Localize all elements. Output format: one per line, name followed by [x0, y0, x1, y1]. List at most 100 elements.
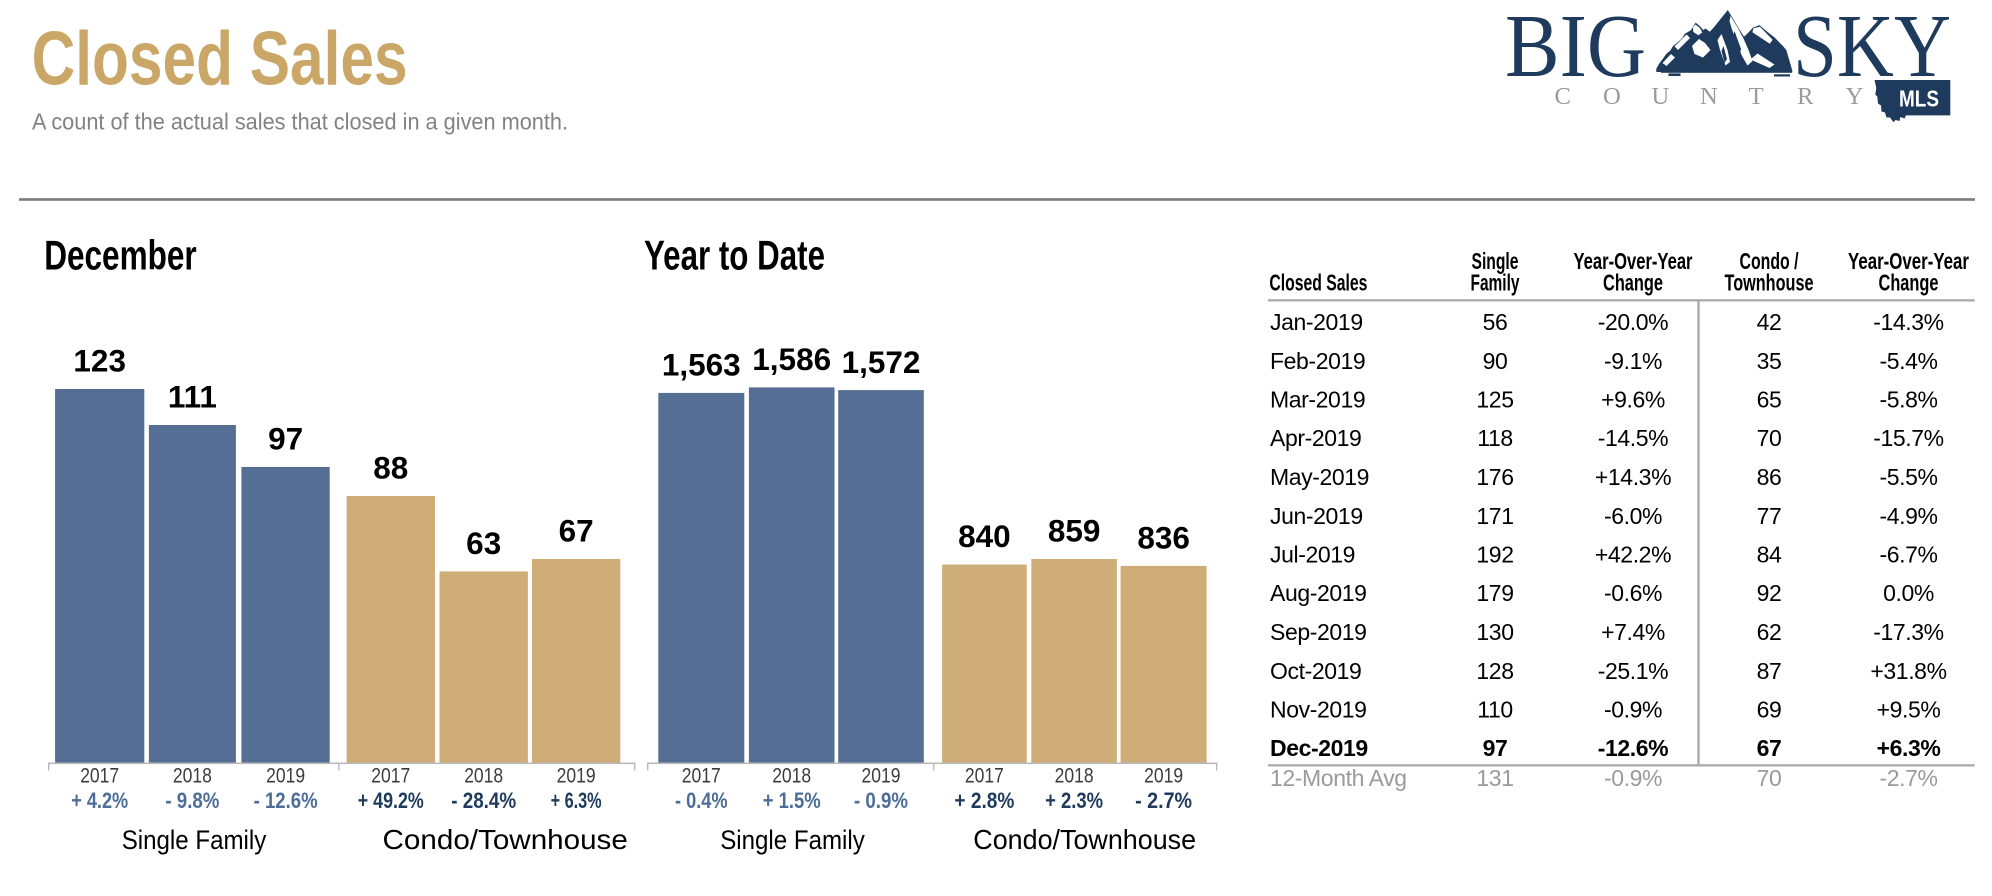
svg-text:+ 6.3%: + 6.3% [551, 788, 602, 813]
svg-text:110: 110 [1477, 697, 1512, 723]
svg-text:128: 128 [1476, 658, 1513, 684]
svg-text:Year to Date: Year to Date [644, 232, 825, 279]
svg-text:+7.4%: +7.4% [1601, 619, 1665, 645]
svg-text:- 2.7%: - 2.7% [1135, 788, 1192, 813]
svg-text:Oct-2019: Oct-2019 [1270, 658, 1361, 684]
svg-text:-15.7%: -15.7% [1873, 425, 1943, 451]
svg-text:118: 118 [1477, 425, 1512, 451]
svg-text:-17.3%: -17.3% [1873, 619, 1943, 645]
svg-text:2017: 2017 [965, 764, 1004, 788]
svg-text:C: C [1555, 83, 1571, 110]
svg-text:Sep-2019: Sep-2019 [1270, 619, 1367, 645]
svg-text:+42.2%: +42.2% [1595, 542, 1671, 568]
svg-text:U: U [1652, 83, 1670, 110]
svg-text:77: 77 [1757, 503, 1782, 529]
svg-text:+ 4.2%: + 4.2% [71, 788, 128, 813]
svg-text:BIG: BIG [1505, 0, 1646, 96]
svg-text:56: 56 [1483, 309, 1508, 335]
svg-text:Aug-2019: Aug-2019 [1270, 580, 1367, 606]
svg-text:-5.5%: -5.5% [1879, 464, 1937, 490]
svg-text:December: December [44, 232, 197, 279]
svg-text:86: 86 [1757, 464, 1782, 490]
svg-text:SKY: SKY [1793, 0, 1951, 96]
svg-text:+6.3%: +6.3% [1877, 735, 1941, 761]
svg-text:1,563: 1,563 [662, 347, 741, 383]
svg-text:65: 65 [1757, 387, 1782, 413]
svg-text:2018: 2018 [1055, 764, 1094, 788]
svg-text:2019: 2019 [862, 764, 901, 788]
svg-text:-9.1%: -9.1% [1604, 348, 1662, 374]
svg-text:88: 88 [373, 450, 408, 486]
svg-text:-12.6%: -12.6% [1598, 735, 1668, 761]
svg-text:-14.5%: -14.5% [1598, 425, 1668, 451]
svg-text:87: 87 [1757, 658, 1782, 684]
svg-text:-20.0%: -20.0% [1598, 309, 1668, 335]
svg-text:90: 90 [1483, 348, 1508, 374]
svg-text:84: 84 [1757, 542, 1782, 568]
svg-text:Single: Single [1472, 248, 1519, 274]
svg-text:62: 62 [1757, 619, 1782, 645]
svg-text:63: 63 [466, 525, 501, 561]
svg-text:70: 70 [1757, 765, 1782, 791]
svg-text:+ 2.3%: + 2.3% [1045, 788, 1103, 813]
svg-text:Condo/Townhouse: Condo/Townhouse [973, 824, 1196, 855]
svg-text:42: 42 [1757, 309, 1782, 335]
svg-text:N: N [1700, 83, 1718, 110]
svg-text:Single Family: Single Family [122, 825, 267, 855]
svg-text:Condo/Townhouse: Condo/Townhouse [383, 824, 628, 855]
svg-text:+14.3%: +14.3% [1595, 464, 1671, 490]
svg-text:123: 123 [73, 343, 126, 379]
svg-text:2017: 2017 [80, 764, 119, 788]
svg-text:2018: 2018 [173, 764, 212, 788]
svg-text:-2.7%: -2.7% [1879, 765, 1937, 791]
svg-text:Year-Over-Year: Year-Over-Year [1574, 248, 1693, 274]
svg-text:840: 840 [958, 518, 1011, 554]
svg-text:-4.9%: -4.9% [1879, 503, 1937, 529]
svg-text:-5.4%: -5.4% [1879, 348, 1937, 374]
svg-text:+31.8%: +31.8% [1870, 658, 1946, 684]
svg-text:67: 67 [1757, 735, 1782, 761]
svg-text:2017: 2017 [682, 764, 721, 788]
svg-text:May-2019: May-2019 [1270, 464, 1369, 490]
svg-text:+9.5%: +9.5% [1877, 697, 1941, 723]
svg-text:-6.0%: -6.0% [1604, 503, 1662, 529]
svg-text:Change: Change [1879, 269, 1939, 295]
svg-text:+ 2.8%: + 2.8% [954, 788, 1014, 813]
svg-text:- 0.9%: - 0.9% [854, 788, 908, 813]
svg-text:Jul-2019: Jul-2019 [1270, 542, 1355, 568]
svg-text:R: R [1797, 83, 1814, 110]
svg-text:-14.3%: -14.3% [1873, 309, 1943, 335]
svg-text:Closed Sales: Closed Sales [32, 16, 408, 101]
svg-text:0.0%: 0.0% [1883, 580, 1934, 606]
svg-text:- 12.6%: - 12.6% [254, 788, 318, 813]
svg-text:1,586: 1,586 [752, 341, 831, 377]
svg-text:69: 69 [1757, 697, 1782, 723]
svg-text:+ 1.5%: + 1.5% [763, 788, 821, 813]
svg-text:2019: 2019 [557, 764, 596, 788]
svg-text:131: 131 [1476, 765, 1513, 791]
svg-text:Dec-2019: Dec-2019 [1270, 735, 1368, 761]
svg-text:Feb-2019: Feb-2019 [1270, 348, 1365, 374]
svg-text:192: 192 [1476, 542, 1513, 568]
svg-text:1,572: 1,572 [842, 344, 921, 380]
svg-text:Condo /: Condo / [1740, 248, 1799, 274]
svg-text:Closed Sales: Closed Sales [1269, 269, 1367, 295]
svg-text:- 9.8%: - 9.8% [165, 788, 219, 813]
svg-text:-5.8%: -5.8% [1879, 387, 1937, 413]
svg-text:Single Family: Single Family [720, 825, 865, 855]
svg-text:179: 179 [1476, 580, 1513, 606]
svg-text:Apr-2019: Apr-2019 [1270, 425, 1361, 451]
svg-text:2017: 2017 [371, 764, 410, 788]
svg-text:2019: 2019 [266, 764, 305, 788]
svg-text:92: 92 [1757, 580, 1782, 606]
svg-text:-25.1%: -25.1% [1598, 658, 1668, 684]
svg-text:Jun-2019: Jun-2019 [1270, 503, 1363, 529]
svg-text:130: 130 [1476, 619, 1513, 645]
svg-text:Y: Y [1846, 83, 1864, 110]
svg-text:- 28.4%: - 28.4% [451, 788, 516, 813]
svg-text:70: 70 [1757, 425, 1782, 451]
svg-text:MLS: MLS [1899, 85, 1939, 111]
svg-text:125: 125 [1476, 387, 1513, 413]
svg-text:35: 35 [1757, 348, 1782, 374]
svg-text:859: 859 [1048, 513, 1101, 549]
